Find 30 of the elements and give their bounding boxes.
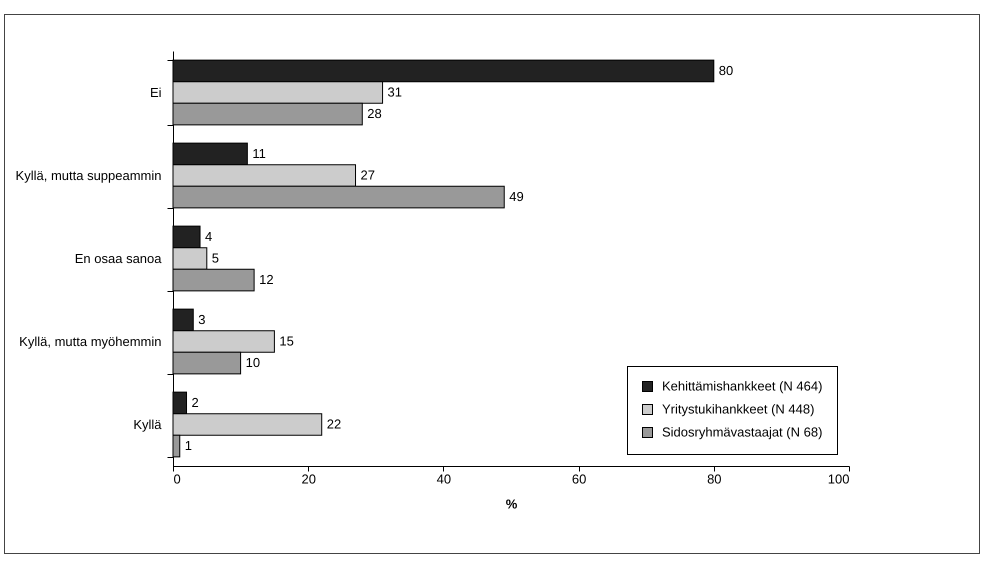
x-tick-label: 60 (572, 472, 586, 486)
data-label: 80 (718, 62, 734, 78)
data-label: 27 (360, 168, 375, 182)
data-label: 3 (198, 312, 206, 327)
y-tick-label: Kyllä (133, 417, 162, 432)
legend-label: Yritystukihankkeet (N 448) (662, 402, 814, 416)
data-label: 12 (259, 272, 274, 288)
x-tick-label: 20 (301, 472, 316, 486)
x-tick-label: 100 (828, 472, 850, 486)
legend-label: Sidosryhmävastaajat (N 68) (662, 424, 822, 440)
y-tick-label: Kyllä, mutta suppeammin (16, 168, 162, 183)
y-tick-label: Ei (150, 85, 162, 100)
data-label: 22 (326, 416, 342, 432)
x-tick-label: 80 (707, 472, 722, 486)
data-label: 5 (212, 250, 220, 266)
x-tick-label: 40 (436, 472, 452, 486)
data-label: 2 (192, 394, 199, 410)
data-label: 10 (246, 355, 260, 370)
x-axis-title: % (506, 496, 518, 512)
data-label: 49 (509, 189, 524, 204)
legend-label: Kehittämishankkeet (N 464) (662, 378, 822, 394)
data-label: 31 (388, 84, 402, 100)
data-label: 15 (279, 334, 294, 348)
x-tick-label: 0 (174, 472, 181, 486)
data-label: 1 (184, 438, 192, 454)
y-tick-label: Kyllä, mutta myöhemmin (19, 334, 162, 349)
data-label: 11 (252, 146, 266, 161)
data-label: 28 (367, 106, 382, 122)
y-tick-label: En osaa sanoa (74, 251, 162, 266)
data-label: 4 (205, 228, 212, 244)
